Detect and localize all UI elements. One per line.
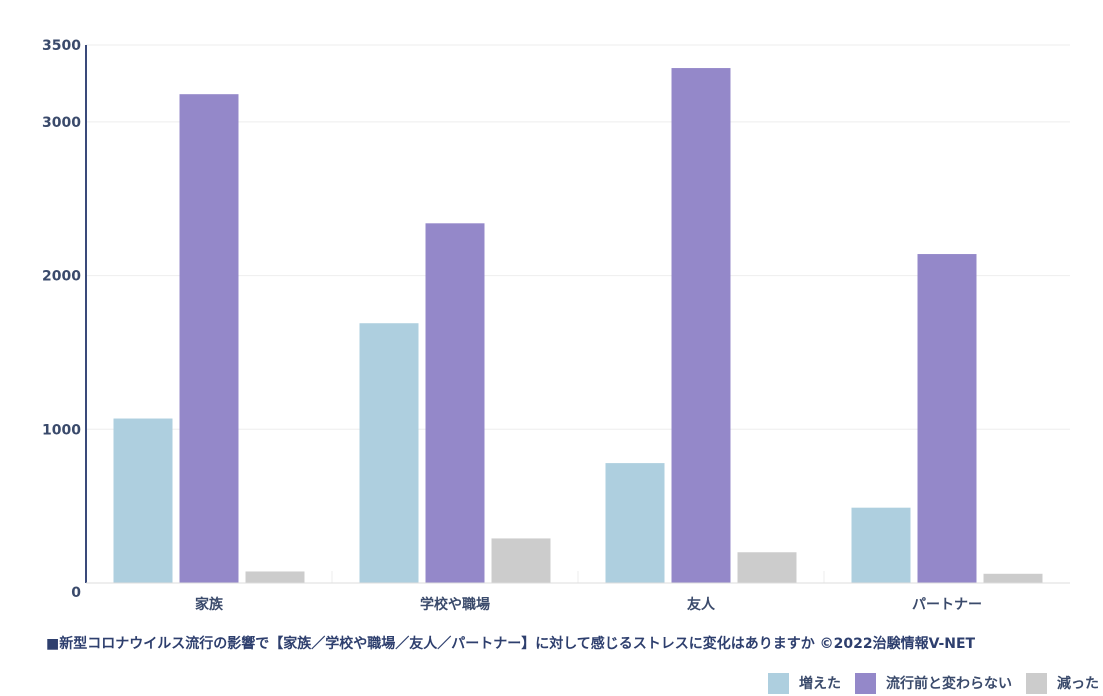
legend-item: 流行前と変わらない [855,672,1012,694]
bar [917,254,977,583]
grid-lines [86,44,1070,583]
x-tick-label: 学校や職場 [420,596,490,613]
legend-label: 減った [1057,676,1099,692]
legend-label: 増えた [799,676,841,692]
legend: 増えた 流行前と変わらない 減った [768,672,1099,694]
bars [113,68,1043,584]
x-tick-label: 家族 [195,596,224,613]
bar-chart: 0 1000 2000 3000 3500 家族 学校や職場 友人 パートナー [42,38,1070,613]
legend-swatch [1026,672,1047,694]
y-tick-label: 1000 [42,422,81,438]
bar [113,418,173,583]
x-tick-label: 友人 [687,596,716,613]
bar [491,538,551,583]
y-tick-label: 3000 [42,115,81,131]
legend-item: 増えた [768,672,841,694]
y-tick-labels: 0 1000 2000 3000 3500 [42,38,81,601]
y-tick-label: 2000 [42,269,81,285]
x-tick-labels: 家族 学校や職場 友人 パートナー [195,596,982,613]
bar [359,323,419,583]
legend-item: 減った [1026,672,1099,694]
bar [671,68,731,584]
bar [851,507,911,583]
legend-label: 流行前と変わらない [886,676,1012,692]
y-tick-label: 3500 [42,38,81,54]
legend-swatch [768,672,789,694]
bar [737,552,797,583]
bar [425,223,485,583]
bar [245,571,305,583]
bar [983,573,1043,583]
x-tick-label: パートナー [912,597,982,613]
y-tick-label: 0 [71,585,81,601]
legend-swatch [855,672,876,694]
bar [179,94,239,583]
chart-caption: ■新型コロナウイルス流行の影響で【家族／学校や職場／友人／パートナー】に対して感… [46,636,976,652]
bar [605,463,665,583]
